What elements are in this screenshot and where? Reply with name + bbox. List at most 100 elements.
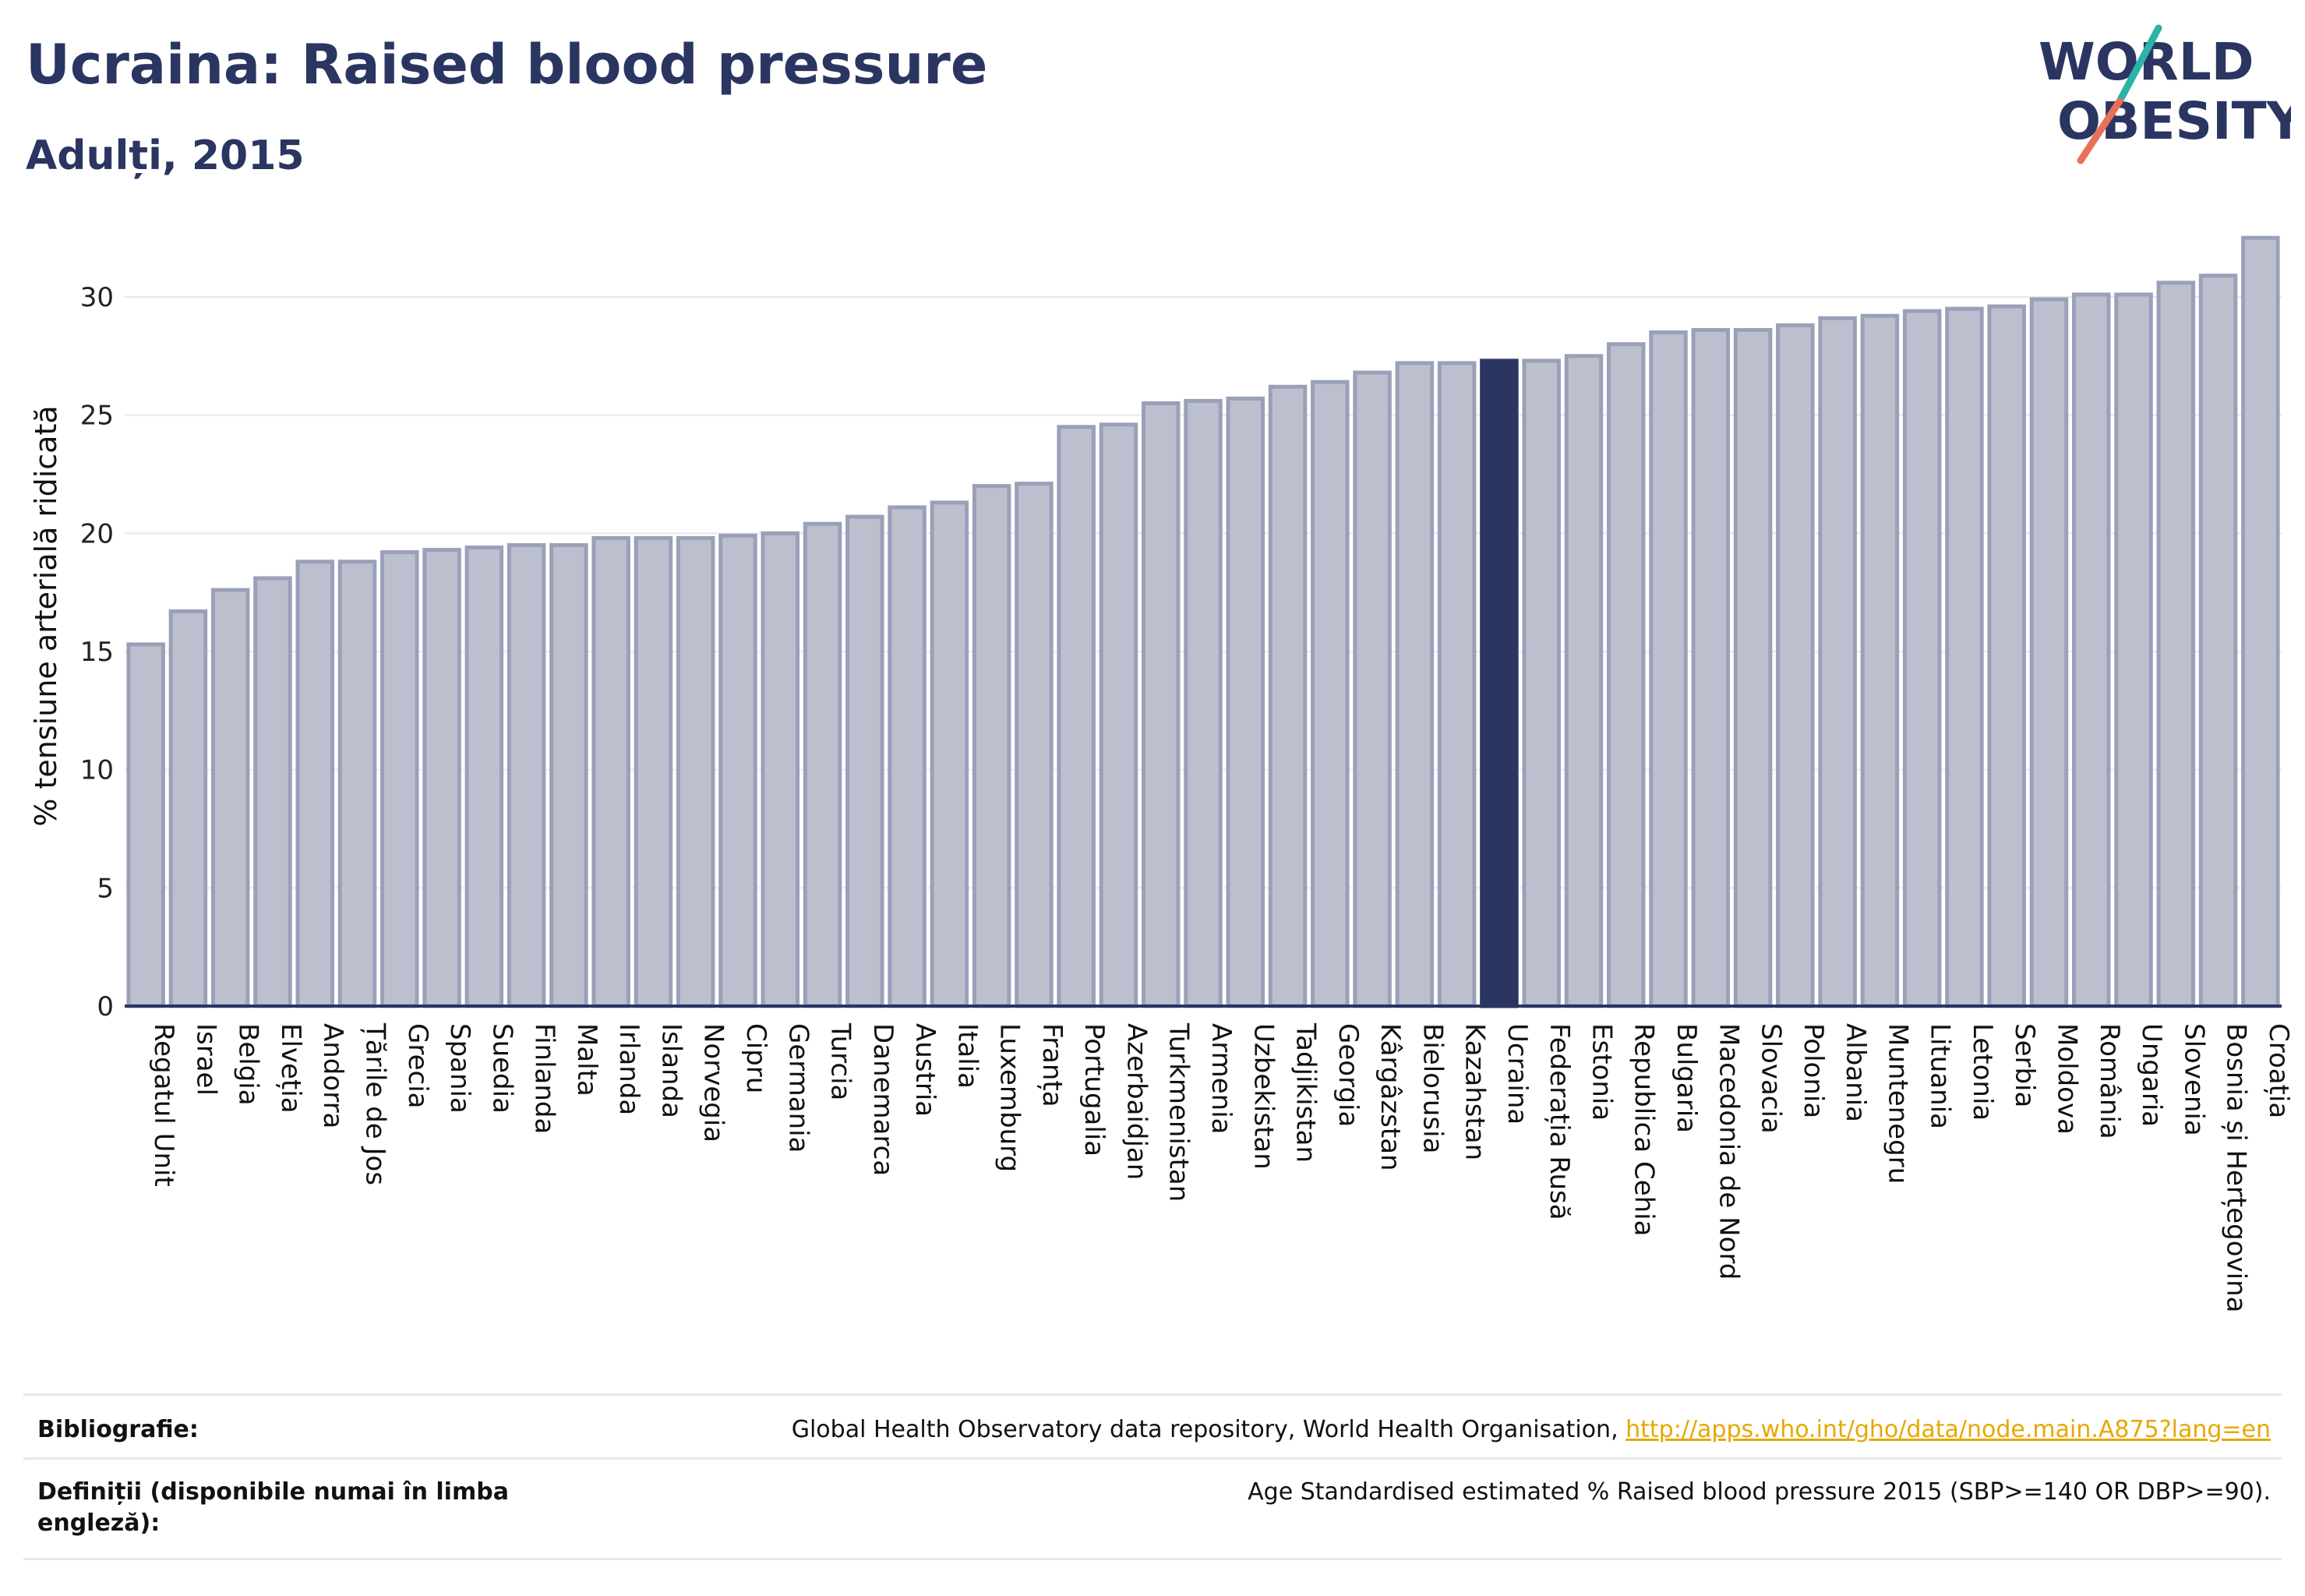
bar xyxy=(761,531,800,1008)
x-tick-label: Germania xyxy=(782,1023,814,1153)
x-tick-label: Turkmenistan xyxy=(1163,1022,1195,1202)
bar xyxy=(1057,425,1096,1008)
y-tick-label: 15 xyxy=(80,637,114,668)
bar xyxy=(1733,327,1773,1008)
x-tick-label: România xyxy=(2094,1023,2125,1139)
bar xyxy=(2156,281,2196,1008)
bar xyxy=(507,543,546,1008)
x-tick-label: Norvegia xyxy=(698,1023,729,1142)
world-obesity-logo[interactable]: WORLD OBESITY xyxy=(2034,23,2291,171)
x-tick-label: Malta xyxy=(571,1023,602,1096)
x-tick-label: Albania xyxy=(1840,1023,1871,1122)
x-tick-label: Uzbekistan xyxy=(1248,1023,1279,1170)
bar xyxy=(1564,354,1604,1008)
bar xyxy=(1691,327,1731,1008)
bar xyxy=(210,588,250,1008)
x-tick-label: Finlanda xyxy=(529,1023,560,1134)
definitions-value: Age Standardised estimated % Raised bloo… xyxy=(1248,1478,2271,1506)
bibliography-link[interactable]: http://apps.who.int/gho/data/node.main.A… xyxy=(1626,1416,2271,1443)
y-tick-label: 0 xyxy=(97,991,114,1022)
y-tick-label: 20 xyxy=(80,518,114,549)
bar xyxy=(2198,274,2238,1008)
bar xyxy=(464,546,504,1008)
bar xyxy=(930,500,969,1008)
y-tick-label: 10 xyxy=(80,755,114,786)
x-tick-label: Moldova xyxy=(2051,1023,2082,1135)
x-tick-label: Lituania xyxy=(1925,1023,1956,1129)
bar xyxy=(337,560,377,1008)
bar xyxy=(1522,358,1561,1008)
bibliography-label: Bibliografie: xyxy=(37,1416,199,1443)
x-tick-label: Slovacia xyxy=(1756,1023,1787,1134)
x-tick-label: Irlanda xyxy=(613,1023,644,1115)
bar xyxy=(253,576,292,1008)
bar-highlight xyxy=(1480,358,1519,1008)
x-tick-label: Ungaria xyxy=(2136,1023,2167,1127)
bar xyxy=(422,548,461,1008)
tick-labels: 0 5 10 15 20 25 30 Regatul Unit Israel Belgia Elve… xyxy=(29,282,2294,1313)
bar xyxy=(2114,292,2153,1008)
x-tick-label: Muntenegru xyxy=(1882,1023,1913,1184)
bar xyxy=(718,533,757,1008)
x-tick-label: Andorra xyxy=(317,1023,348,1128)
bar xyxy=(2241,235,2280,1008)
x-tick-label: Federația Rusă xyxy=(1544,1023,1575,1220)
x-tick-label: Islanda xyxy=(655,1023,687,1118)
page-title: Ucraina: Raised blood pressure xyxy=(26,33,988,97)
bar xyxy=(634,535,673,1008)
x-tick-label: Polonia xyxy=(1798,1023,1829,1118)
x-tick-label: Armenia xyxy=(1205,1023,1237,1135)
bar-chart: 0 5 10 15 20 25 30 Regatul Unit Israel Belgia Elve… xyxy=(29,235,2294,1313)
x-tick-label: Israel xyxy=(190,1023,221,1096)
definitions-label: Definiții (disponibile numai în limba en… xyxy=(37,1478,509,1537)
x-tick-label: Slovenia xyxy=(2178,1023,2209,1136)
x-tick-label: Bielorusia xyxy=(1417,1023,1448,1153)
bar xyxy=(803,521,842,1008)
logo-slash-coral xyxy=(2077,97,2123,164)
bar xyxy=(1268,384,1308,1008)
x-tick-label: Elveția xyxy=(275,1023,306,1114)
bar xyxy=(1902,309,1942,1008)
page-subtitle: Adulți, 2015 xyxy=(26,132,305,179)
bar xyxy=(380,550,419,1008)
x-tick-label: Regatul Unit xyxy=(148,1023,179,1187)
x-tick-label: Grecia xyxy=(402,1023,433,1108)
x-tick-label: Suedia xyxy=(486,1023,517,1114)
bar xyxy=(1099,422,1138,1008)
x-tick-label: Serbia xyxy=(2009,1023,2040,1107)
bar xyxy=(295,560,334,1008)
bar xyxy=(1353,370,1392,1008)
x-tick-label: Republica Cehia xyxy=(1629,1023,1660,1236)
x-tick-label: Cipru xyxy=(740,1023,771,1093)
x-tick-label: Danemarca xyxy=(867,1023,898,1176)
x-tick-label: Letonia xyxy=(1967,1023,1998,1121)
bar xyxy=(1606,342,1646,1008)
x-tick-label: Tadjikistan xyxy=(1290,1022,1322,1163)
x-tick-label: Macedonia de Nord xyxy=(1713,1023,1744,1280)
y-tick-label: 30 xyxy=(80,282,114,313)
bar xyxy=(888,505,927,1008)
bar xyxy=(168,609,208,1008)
x-tick-label: Luxemburg xyxy=(994,1023,1025,1172)
bar xyxy=(1818,316,1857,1008)
bars xyxy=(126,235,2280,1008)
x-tick-label: Croația xyxy=(2263,1023,2294,1118)
x-tick-label: Bosnia și Herțegovina xyxy=(2221,1023,2252,1313)
bibliography-row: Bibliografie: Global Health Observatory … xyxy=(23,1393,2282,1460)
bar xyxy=(1184,398,1223,1008)
bar xyxy=(1141,401,1181,1008)
bar xyxy=(2072,292,2111,1008)
x-tick-label: Țările de Jos xyxy=(360,1022,391,1185)
x-tick-label: Franța xyxy=(1036,1023,1068,1107)
x-tick-label: Italia xyxy=(951,1023,983,1089)
x-tick-label: Austria xyxy=(909,1023,941,1117)
y-axis-label: % tensiune arterială ridicată xyxy=(29,405,63,826)
bar xyxy=(1226,396,1265,1008)
bibliography-value: Global Health Observatory data repositor… xyxy=(792,1414,2271,1446)
x-tick-label: Spania xyxy=(444,1023,475,1114)
definitions-row: Definiții (disponibile numai în limba en… xyxy=(23,1457,2282,1560)
bar xyxy=(591,535,630,1008)
bar xyxy=(2029,297,2069,1008)
x-tick-label: Turcia xyxy=(825,1022,856,1100)
bar xyxy=(1987,304,2026,1008)
